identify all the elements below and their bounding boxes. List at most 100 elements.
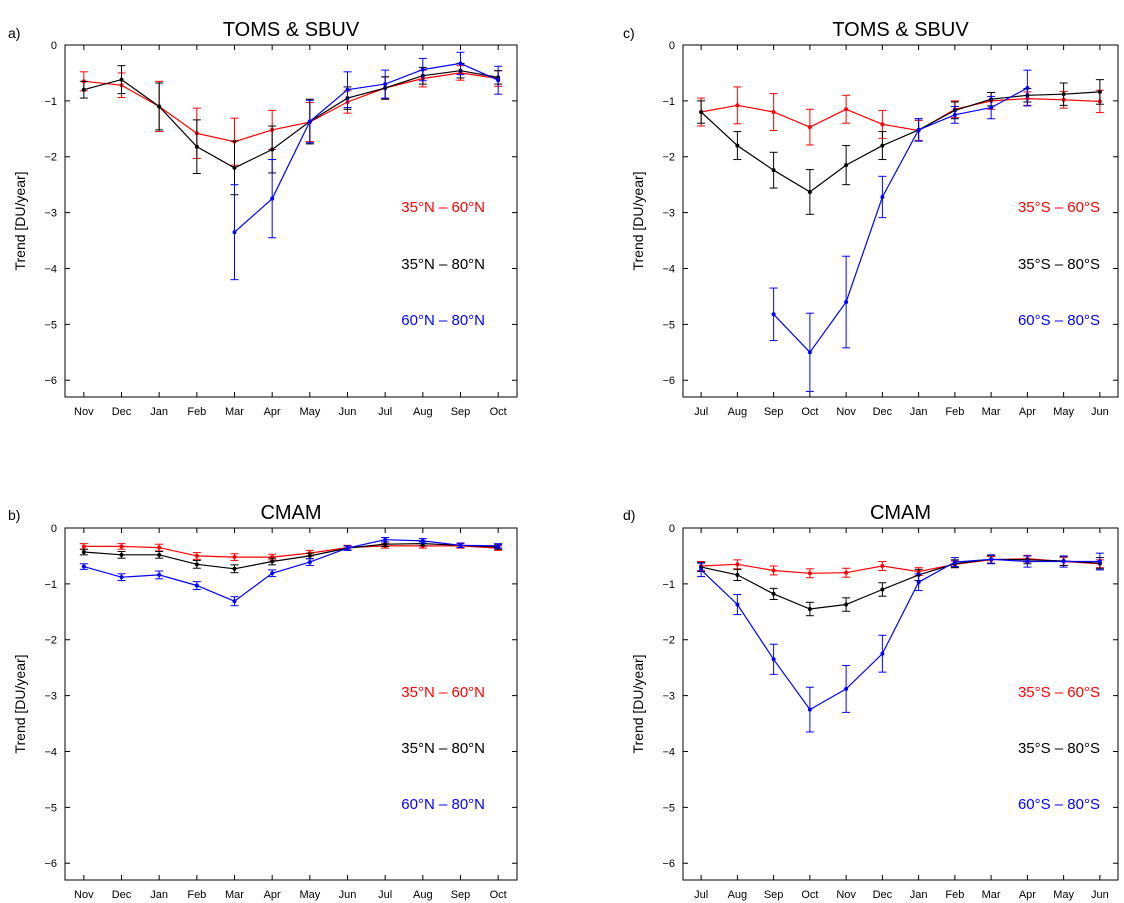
panel-b-x-tick-label: May (299, 889, 320, 901)
panel-b-series-2-legend-label: 35°N – 80°N (401, 740, 485, 757)
panel-a-x-tick-label: Mar (225, 406, 244, 418)
panel-d-series-3-line (700, 558, 1100, 711)
panel-d-series-3-point (916, 580, 921, 585)
panel-a-series-3-line (234, 62, 499, 233)
panel-c-x-tick-label: Nov (836, 406, 856, 418)
panel-d-x-tick-label: Jul (694, 889, 708, 901)
panel-d-series-3-point (1061, 559, 1066, 564)
panel-c-series-1-line (700, 97, 1100, 132)
panel-b-x-tick-label: Apr (264, 889, 281, 901)
panel-c-title: TOMS & SBUV (832, 19, 969, 41)
panel-d-y-tick-label: −6 (662, 858, 675, 870)
panel-b-series-3-point (232, 599, 237, 604)
panel-c-series-1-point (880, 122, 885, 127)
panel-a-x-tick-label: Jan (150, 406, 168, 418)
panel-a-series-3-point (345, 87, 350, 92)
panel-c-series-3-point (1025, 86, 1030, 91)
panel-a-y-tick-label: −4 (44, 263, 57, 275)
panel-c-series-2-point (807, 189, 812, 194)
panel-d-series-3-point (807, 707, 812, 712)
panel-c-series-1-point (844, 107, 849, 112)
panel-b-series-1-point (119, 544, 124, 549)
panel-b-y-tick-label: −5 (44, 802, 57, 814)
panel-d-y-axis-label: Trend [DU/year] (630, 654, 646, 753)
panel-c-x-tick-label: Aug (728, 406, 748, 418)
panel-c-x-tick-label: Mar (982, 406, 1001, 418)
panel-d-series-2-point (844, 602, 849, 607)
panel-b-x-tick-label: Sep (451, 889, 471, 901)
panel-b-series-3-line (83, 539, 499, 602)
panel-d-series-2-point (735, 572, 740, 577)
panel-c-series-2-line (700, 91, 1100, 193)
panel-d-y-tick-label: −2 (662, 635, 675, 647)
panel-c-x-tick-label: May (1053, 406, 1074, 418)
panel-c-series-2-point (880, 143, 885, 148)
panel-d-series-1-line (701, 558, 1100, 574)
panel-d-title: CMAM (870, 502, 931, 524)
panel-a-series-1-legend-label: 35°N – 60°N (401, 199, 485, 216)
panel-b-series-2-line (83, 542, 499, 570)
panel-d-series-3-point (1025, 559, 1030, 564)
panel-a-title: TOMS & SBUV (223, 19, 360, 41)
panel-a-y-axis-label: Trend [DU/year] (12, 171, 28, 270)
panel-d-series-2-legend-label: 35°S – 80°S (1018, 740, 1100, 757)
panel-c-y-tick-label: −5 (662, 319, 675, 331)
panel-b-series-1-point (157, 545, 162, 550)
panel-a-y-tick-label: −3 (44, 208, 57, 220)
panel-b-series-3-point (81, 564, 86, 569)
panel-b-y-tick-label: −1 (44, 579, 57, 591)
panel-a-letter: a) (8, 25, 20, 41)
panel-b-y-tick-label: −4 (44, 746, 57, 758)
panel-b-series-1-point (232, 555, 237, 560)
panel-c-x-tick-label: Feb (945, 406, 964, 418)
panel-a-y-tick-label: −6 (44, 375, 57, 387)
panel-c-series-2-point (844, 163, 849, 168)
panel-d-y-tick-label: −5 (662, 802, 675, 814)
panel-b-series-3-point (383, 537, 388, 542)
panel-d-series-3-point (1097, 559, 1102, 564)
panel-b-y-tick-label: −2 (44, 635, 57, 647)
panel-a-series-2-point (157, 104, 162, 109)
panel-d-axes-box (682, 527, 1119, 881)
panel-b-series-3-point (194, 583, 199, 588)
panel-b-y-tick-label: 0 (51, 523, 57, 535)
panel-a-series-2-point (194, 144, 199, 149)
panel-d-x-tick-label: Dec (873, 889, 893, 901)
panel-c-series-1-point (807, 125, 812, 130)
panel-b-series-2-point (119, 552, 124, 557)
panel-c-x-tick-label: Oct (801, 406, 818, 418)
panel-c-x-tick-label: Dec (873, 406, 893, 418)
panel-a-series-3-point (383, 82, 388, 87)
panel-d-series-3-point (735, 602, 740, 607)
panel-b-axes-box (64, 527, 518, 881)
panel-b-series-2-point (194, 562, 199, 567)
panel-a-series-3-point (307, 119, 312, 124)
panel-c-axes-box (682, 44, 1119, 398)
panel-c-series-3-line (773, 87, 1028, 354)
panel-c-series-3-legend-label: 60°S – 80°S (1018, 312, 1100, 329)
panel-d-x-tick-label: Feb (945, 889, 964, 901)
panel-d-series-1-legend-label: 35°S – 60°S (1018, 684, 1100, 701)
panel-c-series-1-legend-label: 35°S – 60°S (1018, 199, 1100, 216)
panel-a-axes-box (64, 44, 518, 398)
panel-d-x-tick-label: Aug (728, 889, 748, 901)
panel-b-series-2-point (383, 542, 388, 547)
panel-b-series-3-point (307, 560, 312, 565)
panel-b-series-1-legend-label: 35°N – 60°N (401, 684, 485, 701)
panel-d-x-tick-label: Jan (910, 889, 928, 901)
panel-a-y-tick-label: −2 (44, 152, 57, 164)
panel-d-series-1-point (735, 562, 740, 567)
panel-c-y-axis-label: Trend [DU/year] (630, 171, 646, 270)
panel-d-series-2-point (880, 587, 885, 592)
panel-c-y-tick-label: −2 (662, 152, 675, 164)
panel-a-x-tick-label: Nov (74, 406, 94, 418)
panel-b-y-tick-label: −3 (44, 691, 57, 703)
panel-d-y-tick-label: 0 (669, 523, 675, 535)
panel-c-y-tick-label: −4 (662, 263, 675, 275)
panel-a-series-2-legend-label: 35°N – 80°N (401, 256, 485, 273)
panel-d-x-tick-label: Apr (1019, 889, 1036, 901)
panel-d-series-1-point (880, 563, 885, 568)
panel-d-letter: d) (623, 507, 635, 523)
panel-c-series-3-point (880, 194, 885, 199)
panel-d-series-3-point (880, 651, 885, 656)
